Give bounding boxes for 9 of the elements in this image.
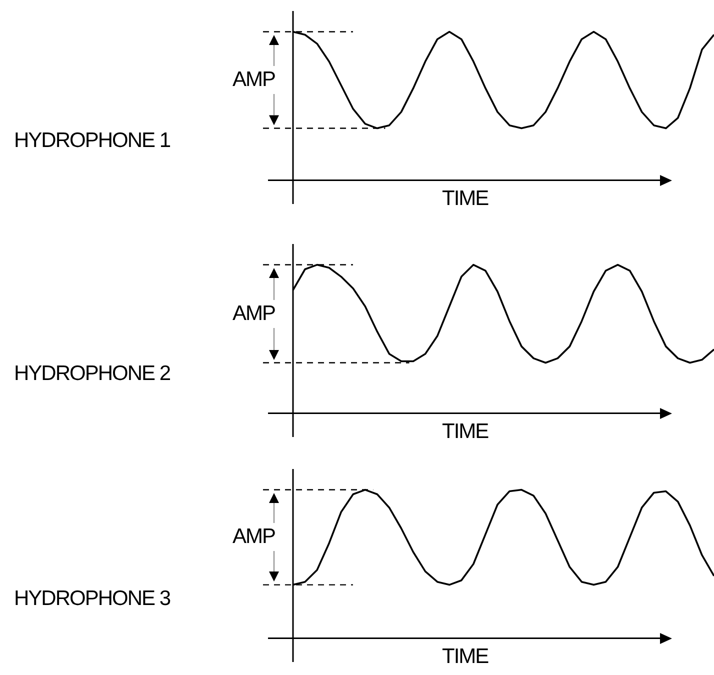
text: AMP	[232, 68, 276, 92]
y-axis-title: HYDROPHONE 2	[14, 362, 170, 386]
y-axis-title: HYDROPHONE 3	[14, 587, 170, 610]
x-axis-title: TIME	[442, 187, 488, 210]
text: AMP	[232, 525, 276, 548]
y-axis-title: HYDROPHONE 1	[14, 129, 170, 152]
text: AMP	[232, 302, 276, 325]
x-axis-title: TIME	[442, 420, 488, 444]
x-axis-title: TIME	[442, 645, 488, 668]
